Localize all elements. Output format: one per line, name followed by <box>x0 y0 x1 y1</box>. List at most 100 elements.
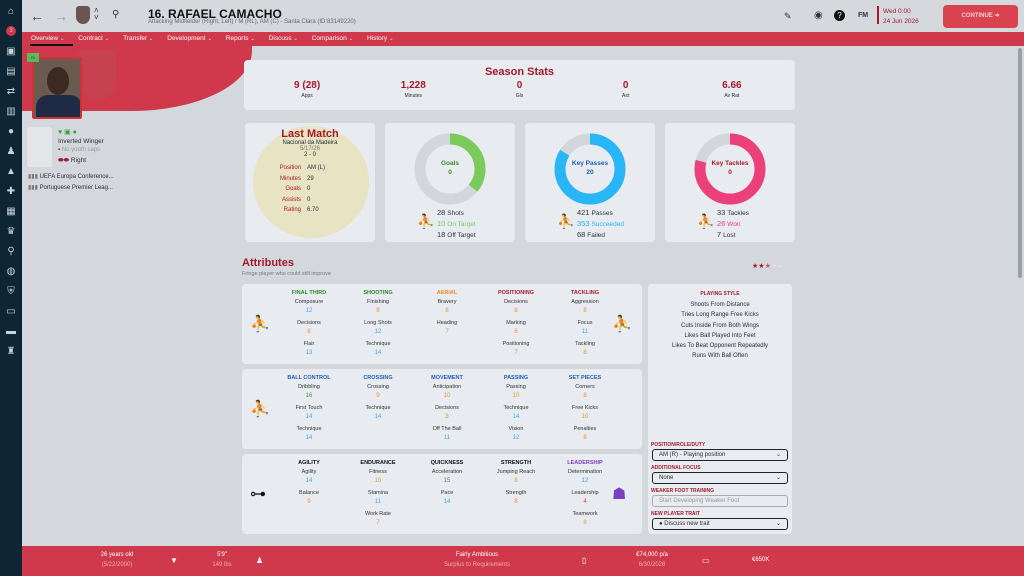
attribute-name[interactable]: Technique <box>296 426 322 432</box>
attribute-name[interactable]: Decisions <box>504 299 528 305</box>
attribute-name[interactable]: Teamwork <box>572 511 598 517</box>
continue-button[interactable]: CONTINUE ➜ <box>943 5 1018 28</box>
attribute-name[interactable]: First Touch <box>295 405 323 411</box>
contract-info[interactable]: €74,000 p/a 6/30/2028 <box>617 552 687 568</box>
attribute-name[interactable]: Jumping Reach <box>496 469 536 475</box>
competition-name: Portuguese Premier Leag... <box>39 185 113 191</box>
calendar-icon[interactable]: ▦ <box>6 205 16 217</box>
attribute-name[interactable]: Marking <box>506 320 526 326</box>
attribute-name[interactable]: Focus <box>577 320 593 326</box>
stat-text: On Target <box>447 221 476 228</box>
attribute-name[interactable]: Aggression <box>571 299 599 305</box>
staff-icon[interactable]: ♟ <box>6 145 16 157</box>
tab-development[interactable]: Development ⌄ <box>166 32 221 46</box>
competition-item[interactable]: ▮▮▮ UEFA Europa Conference... <box>28 172 114 183</box>
attribute-name[interactable]: Flair <box>303 341 315 347</box>
tab-transfer[interactable]: Transfer ⌄ <box>122 32 162 46</box>
attribute-name[interactable]: Decisions <box>297 320 321 326</box>
attribute-category: PASSING Passing 10 Technique 14 Vision 12 <box>476 375 556 447</box>
stat-label: Minutes <box>404 93 423 99</box>
search-icon[interactable]: ⚲ <box>112 9 120 20</box>
home-icon[interactable]: ⌂ <box>7 5 15 17</box>
attribute-name[interactable]: Free Kicks <box>572 405 598 411</box>
club-icon[interactable]: ⛨ <box>7 285 15 297</box>
scrollbar[interactable] <box>1018 48 1022 278</box>
attribute-name[interactable]: Balance <box>299 490 319 496</box>
attribute-name[interactable]: Technique <box>503 405 529 411</box>
attribute-name[interactable]: Determination <box>567 469 603 475</box>
attribute-name[interactable]: Finishing <box>366 299 389 305</box>
attribute-category: FINAL THIRD Composure 12 Decisions 8 Flair 13 <box>269 290 349 362</box>
attribute-name[interactable]: Off The Ball <box>432 426 462 432</box>
attribute-value: 8 <box>514 499 518 505</box>
additional-focus-select[interactable]: None ⌄ <box>652 472 788 484</box>
training-icon[interactable]: ▲ <box>6 165 16 177</box>
attribute-name[interactable]: Technique <box>365 341 391 347</box>
attribute-name[interactable]: Heading <box>436 320 458 326</box>
player-trait-select[interactable]: ● Discuss new trait ⌄ <box>652 518 788 530</box>
attribute-value: 11 <box>374 499 382 505</box>
attribute-name[interactable]: Work Rate <box>365 511 391 517</box>
attribute-name[interactable]: Crossing <box>367 384 389 390</box>
weaker-foot-label: WEAKER FOOT TRAINING <box>651 488 715 494</box>
tab-history[interactable]: History ⌄ <box>366 32 402 46</box>
opponent[interactable]: Nacional da Madeira <box>282 140 338 146</box>
attribute-name[interactable]: Dribbling <box>298 384 320 390</box>
edit-icon[interactable]: ✎ <box>784 11 792 21</box>
globe-icon[interactable]: ◍ <box>6 265 16 277</box>
reports-icon[interactable]: ▥ <box>6 105 16 117</box>
attribute-name[interactable]: Leadership <box>571 490 599 496</box>
attribute-name[interactable]: Acceleration <box>431 469 463 475</box>
attribute-category: QUICKNESS Acceleration 15 Pace 14 <box>407 460 487 511</box>
tab-comparison[interactable]: Comparison ⌄ <box>311 32 362 46</box>
forward-icon[interactable]: → <box>54 8 68 24</box>
attribute-name[interactable]: Bravery <box>437 299 457 305</box>
social-icon[interactable]: ◉ <box>814 10 823 21</box>
chevron-down-icon: ⌄ <box>389 36 394 42</box>
chevron-down-icon: ⌄ <box>250 36 255 42</box>
attribute-name[interactable]: Technique <box>365 405 391 411</box>
tab-contract[interactable]: Contract ⌄ <box>77 32 118 46</box>
ball-icon[interactable]: ● <box>7 125 15 137</box>
scouting-icon[interactable]: ⚲ <box>7 245 15 257</box>
clipboard-icon[interactable]: ▤ <box>6 65 16 77</box>
attribute-name[interactable]: Strength <box>505 490 527 496</box>
attribute-name[interactable]: Composure <box>294 299 324 305</box>
transfers-icon[interactable]: ⇄ <box>6 85 16 97</box>
attribute-name[interactable]: Long Shots <box>364 320 392 326</box>
attribute-name[interactable]: Stamina <box>367 490 389 496</box>
attribute-name[interactable]: Penalties <box>573 426 597 432</box>
tab-reports[interactable]: Reports ⌄ <box>225 32 264 46</box>
player-switch-icon[interactable]: ˄ ˅ <box>94 6 99 22</box>
attribute-name[interactable]: Passing <box>506 384 526 390</box>
competitions-icon[interactable]: ♛ <box>6 225 16 237</box>
tab-overview[interactable]: Overview ⌄ <box>30 32 74 46</box>
attribute-name[interactable]: Vision <box>508 426 524 432</box>
help-icon[interactable]: ? <box>834 10 845 21</box>
attribute-name[interactable]: Corners <box>575 384 595 390</box>
attribute-name[interactable]: Agility <box>301 469 317 475</box>
attribute-name[interactable]: Positioning <box>502 341 530 347</box>
attribute-name[interactable]: Tackling <box>575 341 595 347</box>
attribute-name[interactable]: Pace <box>440 490 454 496</box>
fm-menu-button[interactable]: FM <box>858 12 869 19</box>
attribute-value: 8 <box>514 308 518 314</box>
weaker-foot-button[interactable]: Start Developing Weaker Foot <box>652 495 788 507</box>
attribute-name[interactable]: Fitness <box>369 469 387 475</box>
attribute-value: 12 <box>305 308 313 314</box>
playing-style-item: Cuts Inside From Both Wings <box>680 322 760 329</box>
attribute-name[interactable]: Decisions <box>435 405 459 411</box>
medical-icon[interactable]: ✚ <box>6 185 16 197</box>
attribute-name[interactable]: Anticipation <box>432 384 462 390</box>
back-icon[interactable]: ← <box>30 8 44 24</box>
position-role-duty-select[interactable]: AM (R) - Playing position ⌄ <box>652 449 788 461</box>
squad-icon[interactable]: ▣ <box>6 45 16 57</box>
manager-icon[interactable]: ♜ <box>6 345 16 357</box>
finances-icon[interactable]: ▭ <box>6 305 16 317</box>
inbox-icon[interactable]: 3 <box>0 22 22 40</box>
stadium-icon[interactable]: ▬ <box>6 325 16 337</box>
competition-item[interactable]: ▮▮▮ Portuguese Premier Leag... <box>28 183 114 194</box>
club-crest-icon[interactable] <box>76 6 90 24</box>
tab-discuss[interactable]: Discuss ⌄ <box>268 32 307 46</box>
shirt-icon: ▼ <box>170 556 178 565</box>
